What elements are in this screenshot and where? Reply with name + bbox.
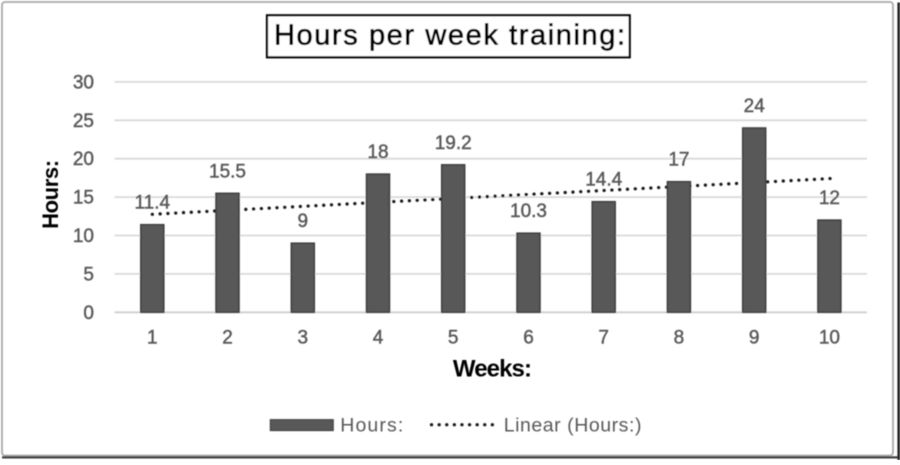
svg-text:9: 9 <box>749 328 760 349</box>
svg-text:Hours per week training:: Hours per week training: <box>274 20 627 52</box>
svg-text:4: 4 <box>373 328 384 349</box>
svg-text:Linear (Hours:): Linear (Hours:) <box>504 414 642 436</box>
svg-text:2: 2 <box>222 328 233 349</box>
svg-text:12: 12 <box>819 188 840 209</box>
svg-text:5: 5 <box>448 328 459 349</box>
svg-text:10: 10 <box>73 226 94 247</box>
svg-text:17: 17 <box>668 150 689 171</box>
svg-text:9: 9 <box>298 211 309 232</box>
svg-text:6: 6 <box>523 328 534 349</box>
svg-text:10: 10 <box>819 328 840 349</box>
svg-text:15.5: 15.5 <box>209 161 246 182</box>
svg-text:Weeks:: Weeks: <box>453 356 531 383</box>
svg-text:3: 3 <box>298 328 309 349</box>
svg-text:8: 8 <box>674 328 685 349</box>
svg-text:15: 15 <box>73 188 94 209</box>
svg-text:25: 25 <box>73 111 94 132</box>
svg-text:11.4: 11.4 <box>135 193 171 214</box>
svg-text:Hours:: Hours: <box>340 414 404 436</box>
svg-text:0: 0 <box>83 303 94 324</box>
svg-text:20: 20 <box>73 149 94 170</box>
svg-text:10.3: 10.3 <box>510 201 547 222</box>
svg-text:1: 1 <box>147 328 158 349</box>
svg-text:30: 30 <box>73 72 94 93</box>
svg-text:7: 7 <box>598 328 609 349</box>
svg-text:14.4: 14.4 <box>585 170 622 191</box>
svg-text:5: 5 <box>83 264 94 285</box>
svg-text:19.2: 19.2 <box>435 133 472 154</box>
svg-text:18: 18 <box>367 142 388 163</box>
svg-text:24: 24 <box>744 96 766 117</box>
svg-text:Hours:: Hours: <box>38 160 63 229</box>
